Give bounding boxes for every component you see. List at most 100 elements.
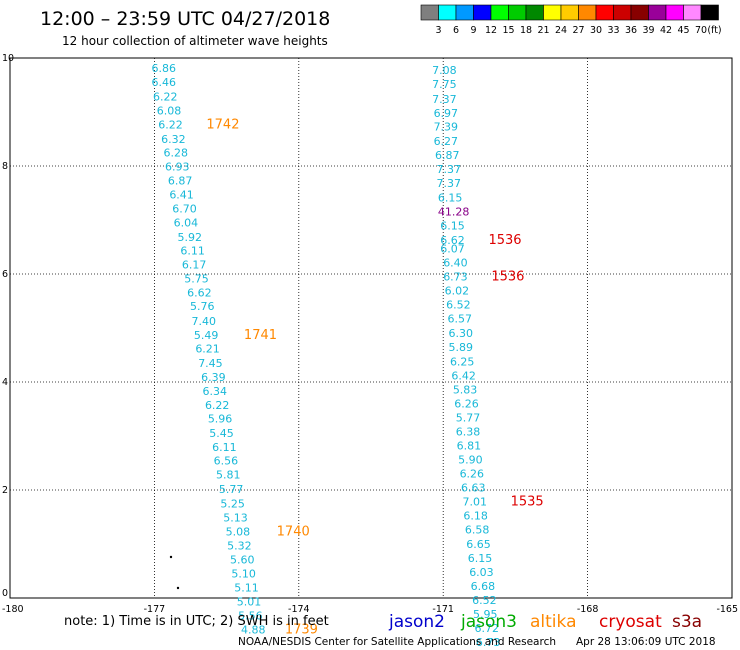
wave-height-label: 6.30 bbox=[448, 327, 473, 340]
footer-note: note: 1) Time is in UTC; 2) SWH is in fe… bbox=[64, 614, 329, 629]
scale-swatch bbox=[578, 4, 597, 21]
satellite-name: altika bbox=[530, 612, 577, 632]
wave-height-label: 6.58 bbox=[465, 524, 490, 537]
time-label: 1535 bbox=[511, 495, 544, 510]
wave-height-label: 7.40 bbox=[191, 315, 216, 328]
wave-height-label: 5.25 bbox=[220, 497, 245, 510]
wave-height-label: 6.41 bbox=[169, 188, 194, 201]
x-tick-label: -174 bbox=[288, 604, 310, 615]
scale-swatch bbox=[560, 4, 579, 21]
wave-height-label: 41.28 bbox=[438, 206, 470, 219]
wave-height-label: 7.45 bbox=[198, 357, 223, 370]
scale-label: 6 bbox=[453, 25, 459, 36]
satellite-name: jason3 bbox=[460, 612, 517, 632]
wave-height-label: 7.37 bbox=[436, 177, 461, 190]
wave-height-label: 5.56 bbox=[238, 610, 262, 623]
footer-credit: NOAA/NESDIS Center for Satellite Applica… bbox=[238, 636, 556, 648]
wave-height-label: 5.08 bbox=[226, 525, 251, 538]
scale-swatch bbox=[508, 4, 527, 21]
wave-height-label: 6.73 bbox=[476, 636, 501, 649]
wave-height-label: 6.62 bbox=[187, 287, 212, 300]
scale-swatch bbox=[630, 4, 649, 21]
scale-label: 39 bbox=[642, 25, 654, 36]
scale-label: 33 bbox=[607, 25, 619, 36]
wave-height-label: 6.18 bbox=[463, 510, 488, 523]
x-tick-label: -180 bbox=[2, 604, 24, 615]
wave-height-label: 7.08 bbox=[432, 64, 457, 77]
wave-height-label: 6.07 bbox=[440, 242, 465, 255]
wave-height-label: 5.49 bbox=[194, 329, 219, 342]
wave-height-label: 6.27 bbox=[434, 135, 459, 148]
grid-lines bbox=[10, 58, 732, 598]
y-tick-label: 6 bbox=[2, 269, 8, 280]
wave-height-label: 6.81 bbox=[457, 440, 482, 453]
wave-height-label: 6.63 bbox=[461, 482, 486, 495]
wave-height-label: 6.22 bbox=[153, 91, 178, 104]
time-label: 1536 bbox=[488, 233, 521, 248]
scale-swatch bbox=[455, 4, 474, 21]
color-scale-legend: 3 6 9 12 15 18 21 24 27 30 33 36 39 42 45 70 (ft) bbox=[420, 4, 722, 36]
scale-label: 15 bbox=[502, 25, 514, 36]
wave-height-label: 5.92 bbox=[178, 231, 203, 244]
x-tick-label: -177 bbox=[144, 604, 166, 615]
scale-label: 24 bbox=[555, 25, 567, 36]
scale-swatch bbox=[490, 4, 509, 21]
scale-label: 12 bbox=[485, 25, 497, 36]
scale-label: 21 bbox=[537, 25, 549, 36]
wave-height-label: 5.83 bbox=[453, 383, 478, 396]
wave-height-label: 5.60 bbox=[230, 553, 255, 566]
wave-height-label: 5.45 bbox=[209, 427, 234, 440]
wave-height-label: 5.75 bbox=[184, 273, 209, 286]
wave-height-label: 6.15 bbox=[438, 192, 463, 205]
wave-height-label: 6.57 bbox=[448, 313, 473, 326]
scale-swatch bbox=[665, 4, 684, 21]
scale-swatch bbox=[700, 4, 719, 21]
wave-height-label: 6.56 bbox=[214, 455, 239, 468]
footer-timestamp: Apr 28 13:06:09 UTC 2018 bbox=[576, 636, 716, 648]
scale-unit: (ft) bbox=[707, 25, 721, 36]
y-tick-label: 8 bbox=[2, 161, 8, 172]
wave-height-label: 6.11 bbox=[212, 441, 237, 454]
time-label: 1536 bbox=[491, 269, 524, 284]
time-label: 1742 bbox=[206, 118, 239, 133]
wave-height-label: 6.34 bbox=[203, 385, 228, 398]
scale-label: 45 bbox=[677, 25, 689, 36]
wave-height-label: 5.10 bbox=[231, 567, 256, 580]
plot-frame bbox=[9, 57, 733, 599]
scale-swatch bbox=[525, 4, 544, 21]
chart-subtitle: 12 hour collection of altimeter wave hei… bbox=[62, 34, 328, 48]
wave-height-label: 6.39 bbox=[201, 371, 226, 384]
wave-height-label: 6.28 bbox=[164, 146, 189, 159]
wave-height-label: 6.26 bbox=[460, 468, 485, 481]
wave-height-label: 7.39 bbox=[434, 120, 459, 133]
wave-height-label: 4.88 bbox=[241, 624, 265, 637]
wave-height-label: 6.03 bbox=[469, 566, 494, 579]
wave-height-label: 7.75 bbox=[432, 78, 457, 91]
y-tick-label: 10 bbox=[2, 53, 14, 64]
wave-height-label: 5.11 bbox=[234, 582, 259, 595]
wave-height-label: 7.37 bbox=[432, 93, 457, 106]
time-label: 1741 bbox=[244, 328, 277, 343]
wave-height-label: 5.76 bbox=[190, 300, 215, 313]
wave-height-label: 6.42 bbox=[451, 369, 476, 382]
wave-height-label: 6.73 bbox=[443, 270, 468, 283]
chart-title: 12:00 – 23:59 UTC 04/27/2018 bbox=[40, 8, 330, 30]
wave-height-label: 6.40 bbox=[443, 256, 468, 269]
stray-dot bbox=[169, 555, 173, 559]
time-label: 1740 bbox=[277, 524, 310, 539]
wave-height-label: 6.22 bbox=[158, 119, 183, 132]
wave-height-label: 5.32 bbox=[227, 539, 252, 552]
y-axis-ticks: 0 2 4 6 8 10 bbox=[2, 53, 14, 599]
stray-dot bbox=[176, 586, 180, 590]
scale-label: 70 bbox=[695, 25, 707, 36]
time-label: 1739 bbox=[285, 623, 318, 638]
scale-swatch bbox=[595, 4, 614, 21]
wave-height-label: 5.90 bbox=[458, 454, 483, 467]
wave-height-label: 5.96 bbox=[208, 413, 233, 426]
y-tick-label: 0 bbox=[2, 588, 8, 599]
wave-height-label: 6.46 bbox=[152, 76, 177, 89]
data-marks: 6.866.466.226.086.226.326.286.936.876.41… bbox=[152, 62, 544, 649]
x-tick-label: -171 bbox=[432, 604, 454, 615]
